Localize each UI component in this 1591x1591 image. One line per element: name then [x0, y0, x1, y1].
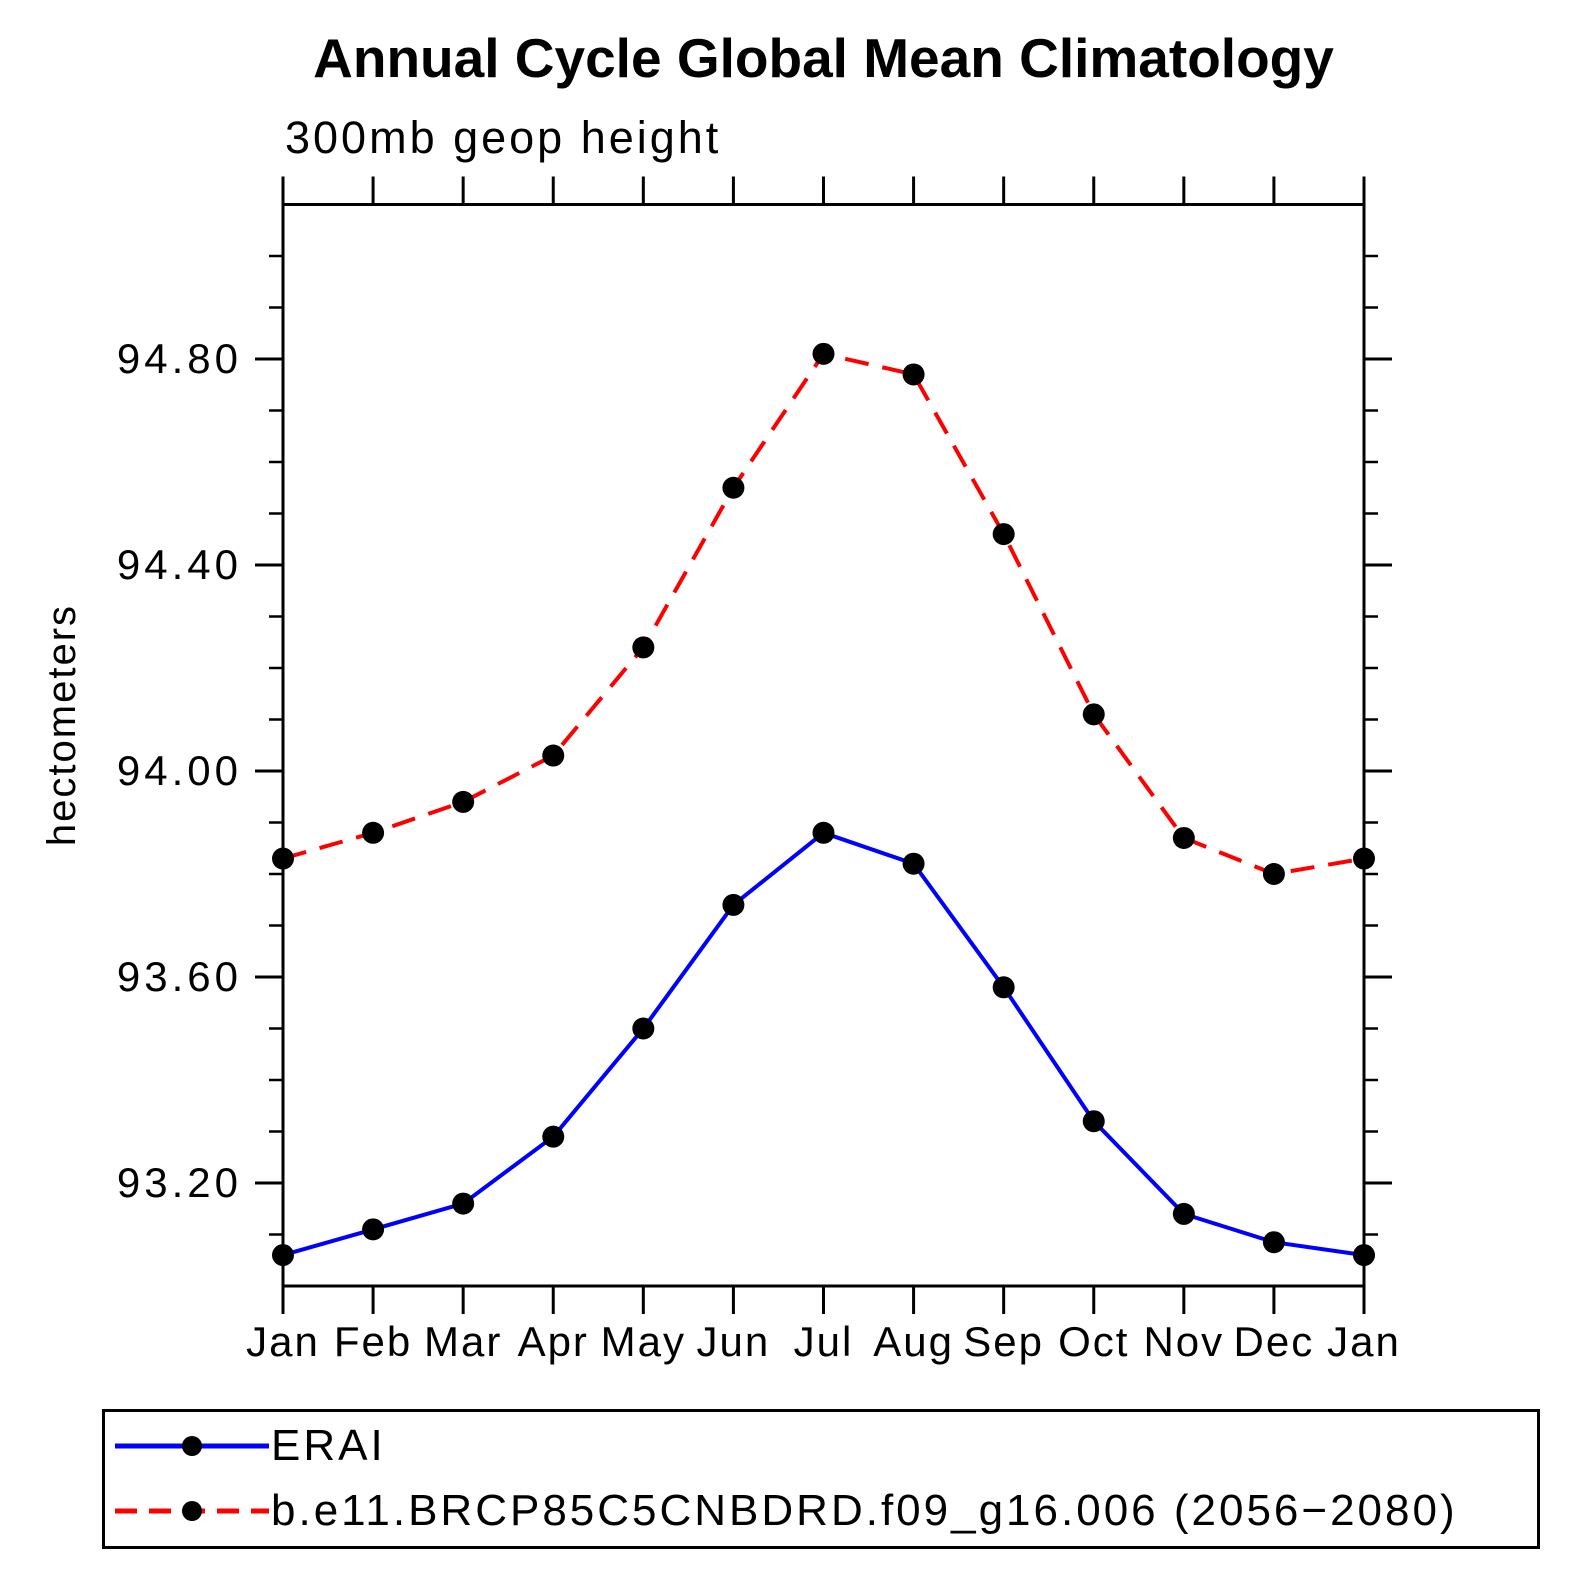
x-tick-label: May	[600, 1318, 686, 1365]
data-point-marker	[902, 363, 925, 386]
data-point-marker	[1262, 863, 1285, 885]
legend-box: ERAI b.e11.BRCP85C5CNBDRD.f09_g16.006 (2…	[102, 1409, 1540, 1549]
data-point-marker	[1353, 1244, 1375, 1267]
data-point-marker	[632, 636, 655, 659]
data-point-marker	[272, 1244, 294, 1267]
data-point-marker	[452, 790, 475, 813]
data-point-marker	[902, 852, 925, 875]
data-point-marker	[452, 1192, 475, 1215]
y-tick-label: 94.80	[116, 335, 242, 382]
y-tick-label: 93.60	[116, 953, 242, 1000]
x-tick-label: Dec	[1233, 1318, 1315, 1365]
data-point-marker	[812, 821, 835, 844]
y-tick-label: 93.20	[116, 1159, 242, 1206]
chart-title: Annual Cycle Global Mean Climatology	[313, 27, 1334, 89]
x-tick-label: Jan	[1327, 1318, 1401, 1365]
x-tick-label: Aug	[873, 1318, 954, 1365]
data-point-marker	[1172, 1202, 1195, 1225]
legend-row-model: b.e11.BRCP85C5CNBDRD.f09_g16.006 (2056−2…	[113, 1485, 1458, 1537]
data-point-marker	[272, 847, 294, 870]
data-point-marker	[722, 893, 745, 916]
series-line-0	[282, 830, 1365, 1258]
x-tick-label: Mar	[423, 1318, 503, 1365]
data-point-marker	[1082, 703, 1105, 726]
chart-subtitle: 300mb geop height	[285, 112, 722, 163]
data-point-marker	[1172, 826, 1195, 849]
legend-label-erai: ERAI	[271, 1421, 386, 1470]
y-tick-label: 94.40	[116, 541, 242, 588]
data-point-marker	[1262, 1231, 1285, 1254]
legend-label-model: b.e11.BRCP85C5CNBDRD.f09_g16.006 (2056−2…	[271, 1486, 1458, 1535]
y-tick-label: 94.00	[116, 747, 242, 794]
data-point-marker	[362, 821, 385, 844]
data-point-marker	[992, 523, 1015, 546]
x-tick-label: Apr	[517, 1318, 589, 1365]
x-tick-label: Sep	[963, 1318, 1045, 1365]
data-point-marker	[632, 1017, 655, 1040]
x-tick-label: Jan	[246, 1318, 320, 1365]
legend-key-solid-line-icon	[115, 1436, 269, 1456]
data-point-marker	[992, 976, 1015, 999]
series-line-1	[282, 351, 1365, 877]
data-point-marker	[1082, 1110, 1105, 1133]
data-point-marker	[542, 1125, 565, 1148]
x-tick-label: Feb	[333, 1318, 413, 1365]
legend-row-erai: ERAI	[113, 1420, 386, 1472]
data-point-marker	[722, 476, 745, 499]
x-tick-label: Nov	[1143, 1318, 1225, 1365]
x-tick-label: Jul	[793, 1318, 854, 1365]
plot-border	[281, 203, 1366, 1288]
x-tick-label: Jun	[696, 1318, 771, 1365]
data-point-marker	[1353, 847, 1375, 870]
data-point-marker	[542, 744, 565, 767]
x-tick-label: Oct	[1058, 1318, 1130, 1365]
legend-key-dashed-line-icon	[115, 1501, 269, 1521]
data-point-marker	[812, 342, 835, 365]
data-point-marker	[362, 1218, 385, 1241]
